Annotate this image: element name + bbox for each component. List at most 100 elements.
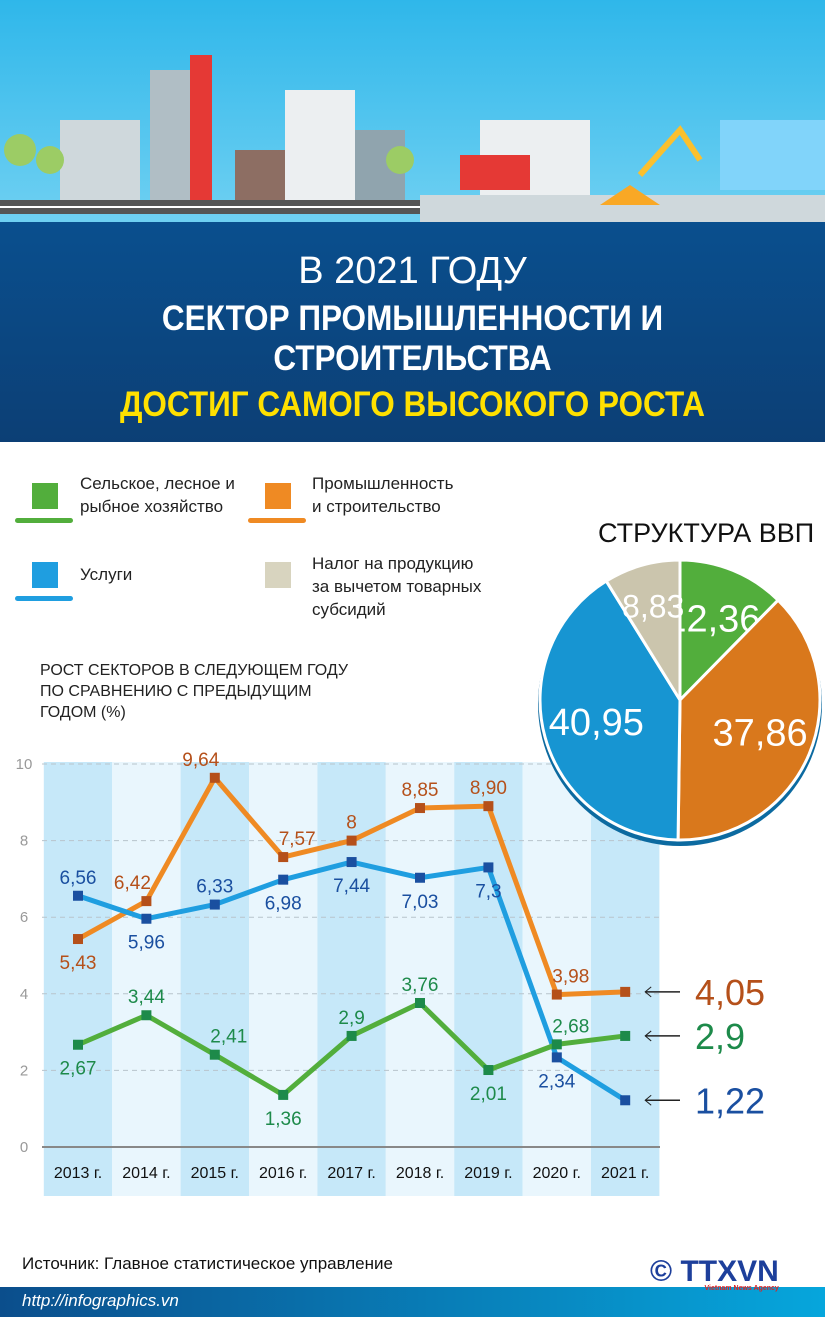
data-point xyxy=(551,1039,562,1050)
column-band xyxy=(112,762,181,1196)
data-label: 2,34 xyxy=(538,1071,575,1092)
data-label: 7,03 xyxy=(402,892,439,913)
data-label: 5,96 xyxy=(128,933,165,954)
x-tick-label: 2015 г. xyxy=(191,1165,239,1182)
data-label: 7,57 xyxy=(279,829,316,850)
arrow-head xyxy=(644,1094,652,1106)
data-point xyxy=(73,1039,83,1050)
x-tick-label: 2020 г. xyxy=(533,1165,581,1182)
legend-agriculture: Сельское, лесное и рыбное хозяйство xyxy=(80,474,235,516)
data-label: 2,01 xyxy=(470,1084,507,1105)
legend-swatch-services xyxy=(32,562,58,588)
data-label: 2,68 xyxy=(552,1016,589,1037)
data-point xyxy=(620,1030,631,1041)
data-point xyxy=(483,801,494,812)
footer-url[interactable]: http://infographics.vn xyxy=(22,1291,179,1310)
column-band xyxy=(522,762,591,1196)
data-label: 2,41 xyxy=(210,1027,247,1048)
final-data-label: 4,05 xyxy=(695,972,765,1013)
x-tick-label: 2016 г. xyxy=(259,1165,307,1182)
data-point xyxy=(415,803,425,814)
data-point xyxy=(346,1030,357,1041)
y-tick-label: 8 xyxy=(20,833,28,850)
data-point xyxy=(483,862,494,873)
final-data-label: 2,9 xyxy=(695,1016,745,1057)
data-point xyxy=(73,934,83,945)
title-line-3: ДОСТИГ САМОГО ВЫСОКОГО РОСТА xyxy=(119,385,706,424)
data-point xyxy=(620,1095,631,1106)
data-label: 6,33 xyxy=(196,877,233,898)
y-tick-label: 4 xyxy=(20,986,28,1003)
data-point xyxy=(141,896,152,907)
legend-swatch-industry xyxy=(265,483,291,509)
data-point xyxy=(209,1049,220,1060)
data-point xyxy=(141,1010,152,1021)
pie-slice xyxy=(678,558,781,704)
data-point xyxy=(551,989,562,1000)
y-tick-label: 6 xyxy=(20,909,28,926)
data-point xyxy=(278,852,289,863)
data-label: 3,98 xyxy=(552,967,589,988)
arrow-head xyxy=(644,1030,652,1042)
column-band xyxy=(385,762,455,1196)
data-label: 2,9 xyxy=(338,1008,364,1029)
data-label: 9,64 xyxy=(182,750,219,771)
data-label: 5,43 xyxy=(60,953,97,974)
data-point xyxy=(278,874,289,885)
data-label: 7,3 xyxy=(475,881,501,902)
data-point xyxy=(346,835,357,846)
data-label: 3,44 xyxy=(128,987,165,1008)
pie-slice xyxy=(676,598,822,842)
legend-swatch-tax xyxy=(265,562,291,588)
header-illustration xyxy=(0,0,825,222)
x-tick-label: 2014 г. xyxy=(122,1165,170,1182)
data-point xyxy=(209,772,220,783)
x-tick-label: 2017 г. xyxy=(327,1165,375,1182)
data-point xyxy=(73,890,83,901)
x-tick-label: 2019 г. xyxy=(464,1165,512,1182)
pie-slice xyxy=(604,558,682,706)
data-label: 3,76 xyxy=(402,975,439,996)
data-point xyxy=(141,913,152,924)
column-band xyxy=(317,762,386,1196)
legend-services: Услуги xyxy=(80,565,133,584)
data-point xyxy=(346,857,357,868)
column-band xyxy=(454,762,523,1196)
data-point xyxy=(620,986,631,997)
data-point xyxy=(415,997,425,1008)
footer-bar xyxy=(0,1287,825,1317)
y-tick-label: 10 xyxy=(16,756,33,773)
line-chart-title: РОСТ СЕКТОРОВ В СЛЕДУЮЩЕМ ГОДУ ПО СРАВНЕН… xyxy=(40,662,349,721)
x-tick-label: 2018 г. xyxy=(396,1165,444,1182)
title-banner: В 2021 ГОДУ СЕКТОР ПРОМЫШЛЕННОСТИ И СТРО… xyxy=(0,222,825,442)
data-label: 7,44 xyxy=(333,876,370,897)
copyright-symbol: © xyxy=(650,1255,673,1288)
x-tick-label: 2013 г. xyxy=(54,1165,102,1182)
data-label: 6,56 xyxy=(60,868,97,889)
arrow-head xyxy=(644,986,652,998)
data-point xyxy=(278,1089,289,1100)
legend-industry: Промышленность и строительство xyxy=(312,474,454,516)
y-tick-label: 0 xyxy=(20,1139,28,1156)
y-tick-label: 2 xyxy=(20,1062,28,1079)
column-band xyxy=(180,762,249,1196)
final-data-label: 1,22 xyxy=(695,1080,765,1121)
data-label: 8,85 xyxy=(402,780,439,801)
legend-line-agriculture xyxy=(15,518,73,523)
x-tick-label: 2021 г. xyxy=(601,1165,649,1182)
data-label: 8 xyxy=(346,813,357,834)
title-line-2: СЕКТОР ПРОМЫШЛЕННОСТИ И СТРОИТЕЛЬСТВА xyxy=(161,299,664,378)
legend-line-services xyxy=(15,596,73,601)
data-point xyxy=(551,1052,562,1063)
data-point xyxy=(209,899,220,910)
ttxvn-logo: © TTXVN Vietnam News Agency xyxy=(650,1255,779,1292)
pie-label: 8,83 xyxy=(622,589,684,625)
data-label: 6,42 xyxy=(114,873,151,894)
data-label: 2,67 xyxy=(60,1059,97,1080)
pie-label: 37,86 xyxy=(713,712,808,754)
data-point xyxy=(483,1065,494,1076)
data-point xyxy=(415,872,425,883)
legend-swatch-agriculture xyxy=(32,483,58,509)
source-text: Источник: Главное статистическое управле… xyxy=(22,1254,393,1273)
legend-line-industry xyxy=(248,518,306,523)
